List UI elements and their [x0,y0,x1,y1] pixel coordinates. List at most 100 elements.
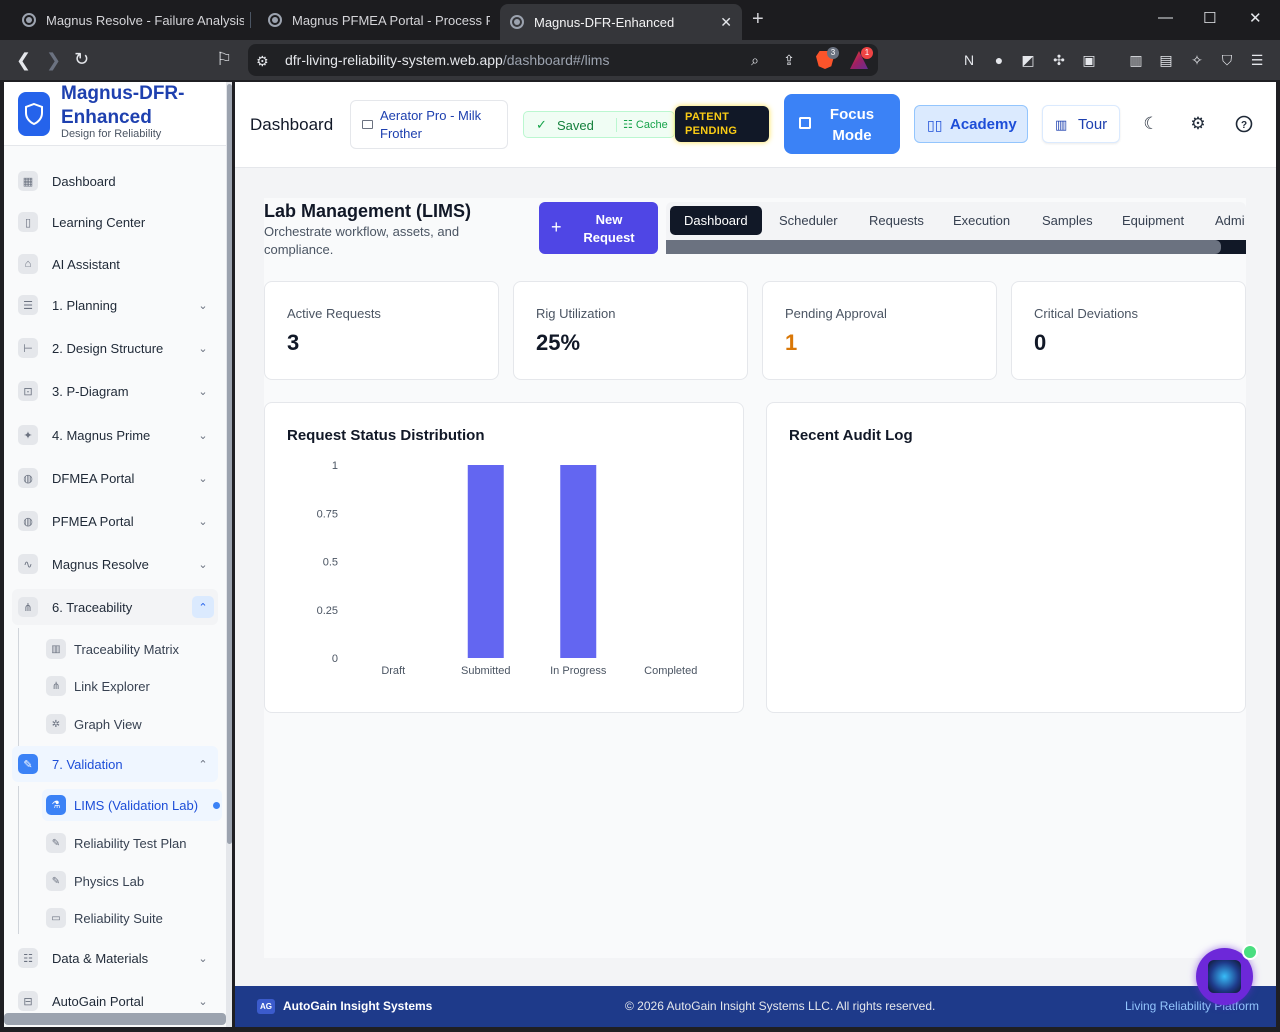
sidebar-item-learning-center[interactable]: ▯ Learning Center [12,204,218,240]
chevron-down-icon[interactable]: ⌄ [198,429,208,442]
browser-tab-pfmea[interactable]: Magnus PFMEA Portal - Process Failu [258,6,490,34]
graph-icon: ✲ [46,714,66,734]
activity-icon: ∿ [18,554,38,574]
stat-label: Critical Deviations [1034,306,1139,321]
chart-title: Request Status Distribution [287,427,485,444]
tour-button[interactable]: ▥ Tour [1042,105,1120,143]
minimize-icon[interactable]: — [1158,9,1173,26]
sidebar-subitem-reliability-test-plan[interactable]: ✎ Reliability Test Plan [42,827,222,859]
sidebar-item-autogain-portal[interactable]: ⊟ AutoGain Portal ⌄ [12,983,218,1019]
chevron-up-icon[interactable]: ⌃ [198,758,208,771]
send-extension-icon[interactable]: ◩ [1021,52,1035,68]
footer-tagline: Living Reliability Platform [1125,999,1260,1013]
stat-value: 25% [536,330,581,355]
tabs-scrollbar-thumb[interactable] [666,240,1221,254]
chevron-down-icon[interactable]: ⌄ [198,995,208,1008]
address-bar[interactable] [248,44,878,76]
sidebar-item-validation[interactable]: ✎ 7. Validation ⌃ [12,746,218,782]
sidebar-item-ai-assistant[interactable]: ⌂ AI Assistant [12,246,218,282]
y-tick-label: 0 [332,653,338,665]
portal-icon: ⊟ [18,991,38,1011]
tab-execution[interactable]: Execution [953,213,1011,228]
dark-mode-icon[interactable]: ☾ [1143,114,1159,133]
new-request-button[interactable]: + New Request [539,202,658,254]
menu-icon[interactable]: ☰ [1250,52,1264,68]
tab-requests[interactable]: Requests [869,213,924,228]
tab-scheduler[interactable]: Scheduler [779,213,838,228]
chevron-down-icon[interactable]: ⌄ [198,952,208,965]
extensions-icon[interactable]: ✣ [1053,52,1065,68]
sidebar-item-p-diagram[interactable]: ⊡ 3. P-Diagram ⌄ [12,373,218,409]
reload-icon[interactable]: ↻ [74,49,90,69]
tab-dashboard[interactable]: Dashboard [670,206,762,235]
footer: AG AutoGain Insight Systems © 2026 AutoG… [235,986,1276,1027]
sidebar-subitem-link-explorer[interactable]: ⋔ Link Explorer [42,670,222,702]
bar-submitted[interactable] [467,465,504,658]
wallet-icon[interactable]: ▤ [1159,52,1173,68]
tab-admin[interactable]: Admi [1215,213,1245,228]
tab-samples[interactable]: Samples [1042,213,1093,228]
project-name: Aerator Pro - Milk Frother [380,108,482,141]
bar-in-progress[interactable] [560,465,597,658]
url-text[interactable]: dfr-living-reliability-system.web.app/da… [285,52,610,68]
sidebar-subitem-traceability-matrix[interactable]: ▥ Traceability Matrix [42,633,222,665]
tab-close-icon[interactable]: ✕ [720,13,732,30]
sidebar-item-data-materials[interactable]: ☷ Data & Materials ⌄ [12,940,218,976]
sidebar-item-dashboard[interactable]: ▦ Dashboard [12,163,218,199]
chevron-down-icon[interactable]: ⌄ [198,515,208,528]
leo-ai-icon[interactable]: ✧ [1191,52,1203,68]
sidebar-item-dfmea-portal[interactable]: ◍ DFMEA Portal ⌄ [12,460,218,496]
chevron-down-icon[interactable]: ⌄ [198,385,208,398]
academy-button[interactable]: ▯▯ Academy [914,105,1028,143]
sidebar-subitem-graph-view[interactable]: ✲ Graph View [42,708,222,740]
window-close-icon[interactable]: ✕ [1249,10,1262,27]
sidebar-item-magnus-resolve[interactable]: ∿ Magnus Resolve ⌄ [12,546,218,582]
tab-equipment[interactable]: Equipment [1122,213,1185,228]
chevron-up-icon[interactable]: ⌃ [192,596,214,618]
maximize-icon[interactable]: ☐ [1203,10,1217,27]
sidebar-item-planning[interactable]: ☰ 1. Planning ⌄ [12,287,218,323]
tabs-scrollbar[interactable] [666,240,1246,254]
check-icon: ✓ [536,117,547,132]
share-page-icon[interactable]: ⇪ [783,52,795,68]
chat-extension-icon[interactable]: ● [994,52,1004,68]
sidebar-item-traceability[interactable]: ⋔ 6. Traceability ⌃ [12,589,218,625]
stat-label: Pending Approval [785,306,887,321]
sidebar-subitem-reliability-suite[interactable]: ▭ Reliability Suite [42,902,222,934]
vpn-icon[interactable]: ⛉ [1221,52,1233,68]
new-tab-button[interactable]: + [752,8,764,30]
chevron-down-icon[interactable]: ⌄ [198,342,208,355]
sidebar-item-label: Dashboard [52,173,116,189]
sidebar-horizontal-scrollbar[interactable] [4,1013,226,1025]
browser-tab-dfr[interactable]: Magnus-DFR-Enhanced ✕ [500,4,742,40]
settings-gear-icon[interactable]: ⚙ [1190,114,1206,133]
focus-mode-button[interactable]: Focus Mode [784,94,900,154]
footer-copyright: © 2026 AutoGain Insight Systems LLC. All… [625,999,936,1013]
sidebar-item-design-structure[interactable]: ⊢ 2. Design Structure ⌄ [12,330,218,366]
chevron-down-icon[interactable]: ⌄ [198,472,208,485]
page-title: Dashboard [250,115,334,134]
back-icon[interactable]: ❮ [16,50,32,70]
stat-rig-utilization: Rig Utilization 25% [513,281,748,380]
sidebar-subitem-physics-lab[interactable]: ✎ Physics Lab [42,865,222,897]
sidebar-item-magnus-prime[interactable]: ✦ 4. Magnus Prime ⌄ [12,417,218,453]
reader-icon[interactable]: ▣ [1082,52,1096,68]
chevron-down-icon[interactable]: ⌄ [198,558,208,571]
bot-icon: ⌂ [18,254,38,274]
sidebar-item-pfmea-portal[interactable]: ◍ PFMEA Portal ⌄ [12,503,218,539]
zoom-icon[interactable]: ⌕ [751,52,759,68]
sidebar-scrollbar-thumb[interactable] [227,84,232,844]
project-selector[interactable]: Aerator Pro - Milk Frother [350,100,508,149]
forward-icon[interactable]: ❯ [46,50,62,70]
lims-subtitle: Orchestrate workflow, assets, and compli… [264,224,460,257]
help-icon[interactable]: ? [1232,112,1256,136]
sidebar-toggle-icon[interactable]: ▥ [1129,52,1143,68]
notion-icon[interactable]: N [963,52,975,68]
tour-label: Tour [1078,116,1108,133]
browser-tab-resolve[interactable]: Magnus Resolve - Failure Analysis [12,6,244,34]
bookmark-icon[interactable]: ⚐ [216,49,233,69]
chevron-down-icon[interactable]: ⌄ [198,299,208,312]
sidebar-subitem-lims[interactable]: ⚗ LIMS (Validation Lab) [42,789,222,821]
sidebar-item-label: Learning Center [52,214,146,230]
site-info-icon[interactable]: ⚙ [256,53,269,69]
